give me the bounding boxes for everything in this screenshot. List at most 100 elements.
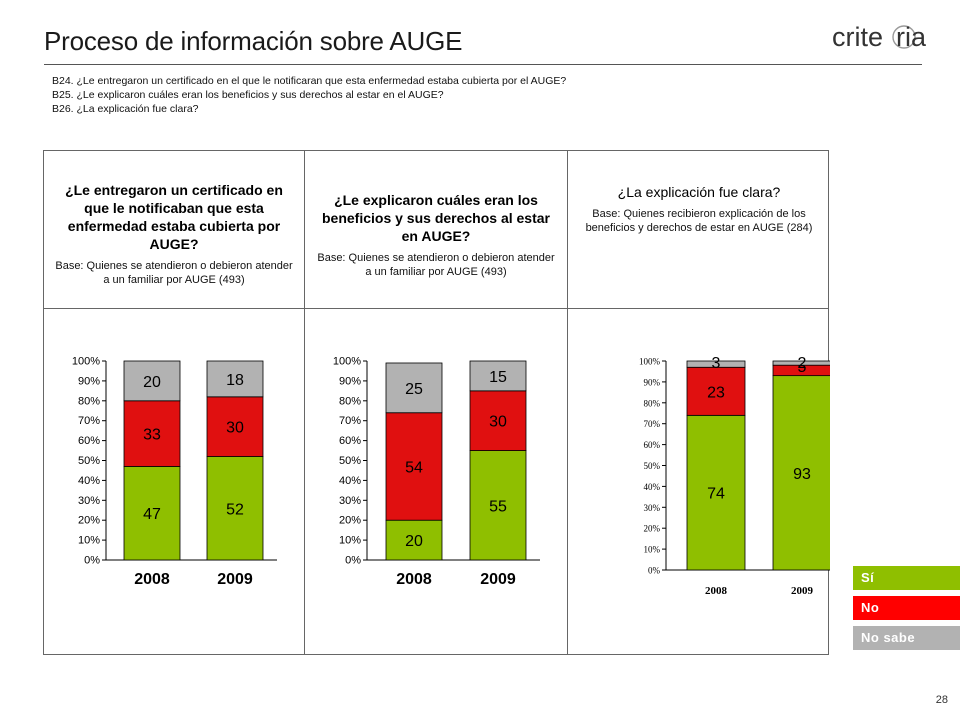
bar-segment — [686, 360, 746, 368]
y-tick-label: 50% — [644, 461, 661, 471]
svg-text:crite: crite — [832, 22, 883, 52]
data-label: 20 — [405, 533, 423, 550]
panel-base: Base: Quienes recibieron explicación de … — [585, 208, 813, 234]
panel-header-2: ¿Le explicaron cuáles eran los beneficio… — [305, 151, 567, 308]
question-b25: B25. ¿Le explicaron cuáles eran los bene… — [52, 89, 444, 101]
y-tick-label: 10% — [78, 535, 100, 547]
stacked-bar-chart-1: 0% 10% 20% 30% 40% 50% 60% 70% 80% 90% 100% 47 33 20 2… — [72, 356, 277, 588]
bar-segment — [123, 360, 181, 402]
charts-grid: ¿Le entregaron un certificado en que le … — [43, 150, 830, 655]
y-tick-label: 50% — [78, 455, 100, 467]
question-b24: B24. ¿Le entregaron un certificado en el… — [52, 75, 567, 87]
grid-divider — [567, 151, 568, 654]
y-tick-label: 90% — [644, 377, 661, 387]
data-label: 18 — [226, 372, 244, 389]
data-label: 55 — [489, 498, 507, 515]
y-tick-label: 10% — [339, 535, 361, 547]
data-label: 33 — [143, 427, 161, 444]
bar-segment — [206, 456, 264, 561]
bar-segment — [686, 414, 746, 571]
y-tick-label: 100% — [72, 356, 100, 368]
y-tick-label: 90% — [339, 375, 361, 387]
panel-header-3: ¿La explicación fue clara? Base: Quienes… — [568, 151, 830, 308]
stacked-bar-chart-3: 0% 10% 20% 30% 40% 50% 60% 70% 80% 90% 100% 74 23 3 20… — [639, 355, 830, 597]
x-tick-label: 2009 — [217, 571, 253, 588]
y-tick-label: 10% — [644, 545, 661, 555]
y-tick-label: 80% — [644, 398, 661, 408]
x-tick-label: 2009 — [480, 571, 516, 588]
y-tick-label: 80% — [78, 395, 100, 407]
y-tick-label: 100% — [333, 356, 361, 368]
y-tick-label: 30% — [339, 495, 361, 507]
y-tick-label: 40% — [78, 475, 100, 487]
x-tick-label: 2008 — [396, 571, 432, 588]
y-tick-label: 20% — [644, 524, 661, 534]
bar-segment — [385, 412, 443, 521]
y-tick-label: 40% — [644, 482, 661, 492]
y-tick-label: 70% — [339, 415, 361, 427]
y-tick-label: 60% — [78, 435, 100, 447]
legend-no-sabe: No sabe — [853, 626, 960, 650]
data-label: 93 — [793, 466, 811, 483]
y-tick-label: 70% — [644, 419, 661, 429]
panel-base: Base: Quienes se atendieron o debieron a… — [55, 259, 293, 286]
panel-question: ¿Le explicaron cuáles eran los beneficio… — [322, 191, 550, 244]
bar-segment — [123, 400, 181, 467]
data-label: 20 — [143, 374, 161, 391]
data-label: 30 — [226, 420, 244, 437]
page-number: 28 — [935, 694, 948, 706]
bar-segment — [206, 360, 264, 398]
data-label: 5 — [798, 359, 807, 376]
criteria-logo: crite ria — [832, 22, 926, 52]
bar-segment — [385, 362, 443, 414]
legend-label: No — [861, 600, 880, 615]
x-tick-label: 2008 — [134, 571, 170, 588]
y-tick-label: 60% — [339, 435, 361, 447]
x-tick-label: 2008 — [705, 585, 728, 597]
y-tick-label: 30% — [78, 495, 100, 507]
grid-divider — [304, 151, 305, 654]
svg-text:ria: ria — [896, 22, 926, 52]
panel-base: Base: Quienes se atendieron o debieron a… — [317, 251, 555, 278]
legend-si: Sí — [853, 566, 960, 590]
bar-segment — [772, 375, 830, 571]
y-tick-label: 20% — [78, 515, 100, 527]
questions-block: B24. ¿Le entregaron un certificado en el… — [52, 74, 566, 116]
bar-segment — [469, 390, 527, 451]
y-tick-label: 50% — [339, 455, 361, 467]
data-label: 52 — [226, 501, 244, 518]
y-tick-label: 30% — [644, 503, 661, 513]
data-label: 2 — [798, 355, 807, 372]
panel-question: ¿Le entregaron un certificado en que le … — [65, 181, 283, 252]
y-tick-label: 90% — [78, 375, 100, 387]
bar-segment — [686, 366, 746, 416]
data-label: 25 — [405, 381, 423, 398]
y-tick-label: 20% — [339, 515, 361, 527]
x-tick-label: 2009 — [791, 585, 814, 597]
y-tick-label: 0% — [84, 555, 100, 567]
panel-header-1: ¿Le entregaron un certificado en que le … — [44, 151, 304, 308]
data-label: 47 — [143, 506, 161, 523]
y-tick-label: 0% — [648, 566, 661, 576]
legend-label: Sí — [861, 570, 875, 585]
page-title: Proceso de información sobre AUGE — [44, 26, 463, 56]
data-label: 23 — [707, 384, 725, 401]
data-label: 3 — [712, 355, 721, 372]
y-tick-label: 0% — [345, 555, 361, 567]
data-label: 30 — [489, 414, 507, 431]
y-tick-label: 60% — [644, 440, 661, 450]
stacked-bar-chart-2: 0% 10% 20% 30% 40% 50% 60% 70% 80% 90% 100% 20 54 25 2… — [333, 356, 540, 588]
y-tick-label: 100% — [639, 357, 661, 367]
question-b26: B26. ¿La explicación fue clara? — [52, 103, 199, 115]
y-tick-label: 70% — [78, 415, 100, 427]
bar-segment — [385, 519, 443, 561]
data-label: 74 — [707, 486, 725, 503]
bar-segment — [772, 360, 830, 366]
bar-segment — [123, 466, 181, 561]
y-tick-label: 40% — [339, 475, 361, 487]
legend-label: No sabe — [861, 630, 916, 645]
title-divider — [44, 64, 922, 65]
legend-no: No — [853, 596, 960, 620]
data-label: 54 — [405, 459, 423, 476]
bar-segment — [469, 360, 527, 392]
